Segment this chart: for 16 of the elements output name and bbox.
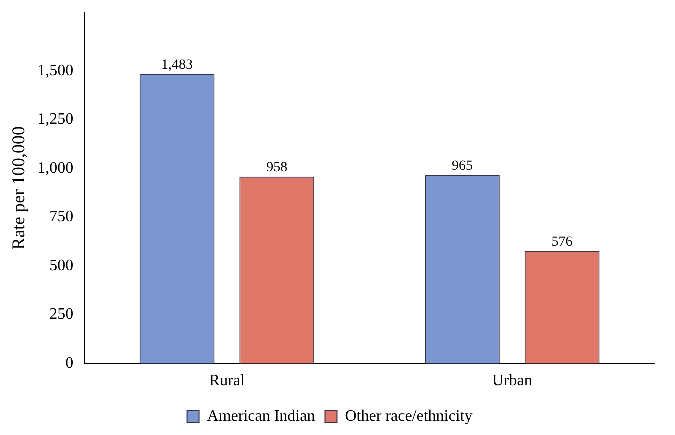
data-label: 1,483 [162,58,194,74]
legend-label: American Indian [207,408,316,426]
legend-label: Other race/ethnicity [345,408,473,426]
data-label: 958 [266,160,288,176]
y-tick-label: 750 [50,208,74,226]
x-tick-label: Urban [492,372,532,390]
y-tick-label: 0 [66,355,74,372]
y-axis-title: Rate per 100,000 [8,126,29,250]
data-label: 576 [552,235,573,250]
y-tick-label: 250 [50,306,74,324]
x-tick-label: Rural [209,372,246,390]
y-tick-label: 1,250 [38,111,74,128]
y-tick-label: 1,500 [38,62,74,80]
data-label: 965 [452,159,473,174]
y-tick-label: 1,000 [38,160,74,177]
y-tick-label: 500 [50,257,74,274]
